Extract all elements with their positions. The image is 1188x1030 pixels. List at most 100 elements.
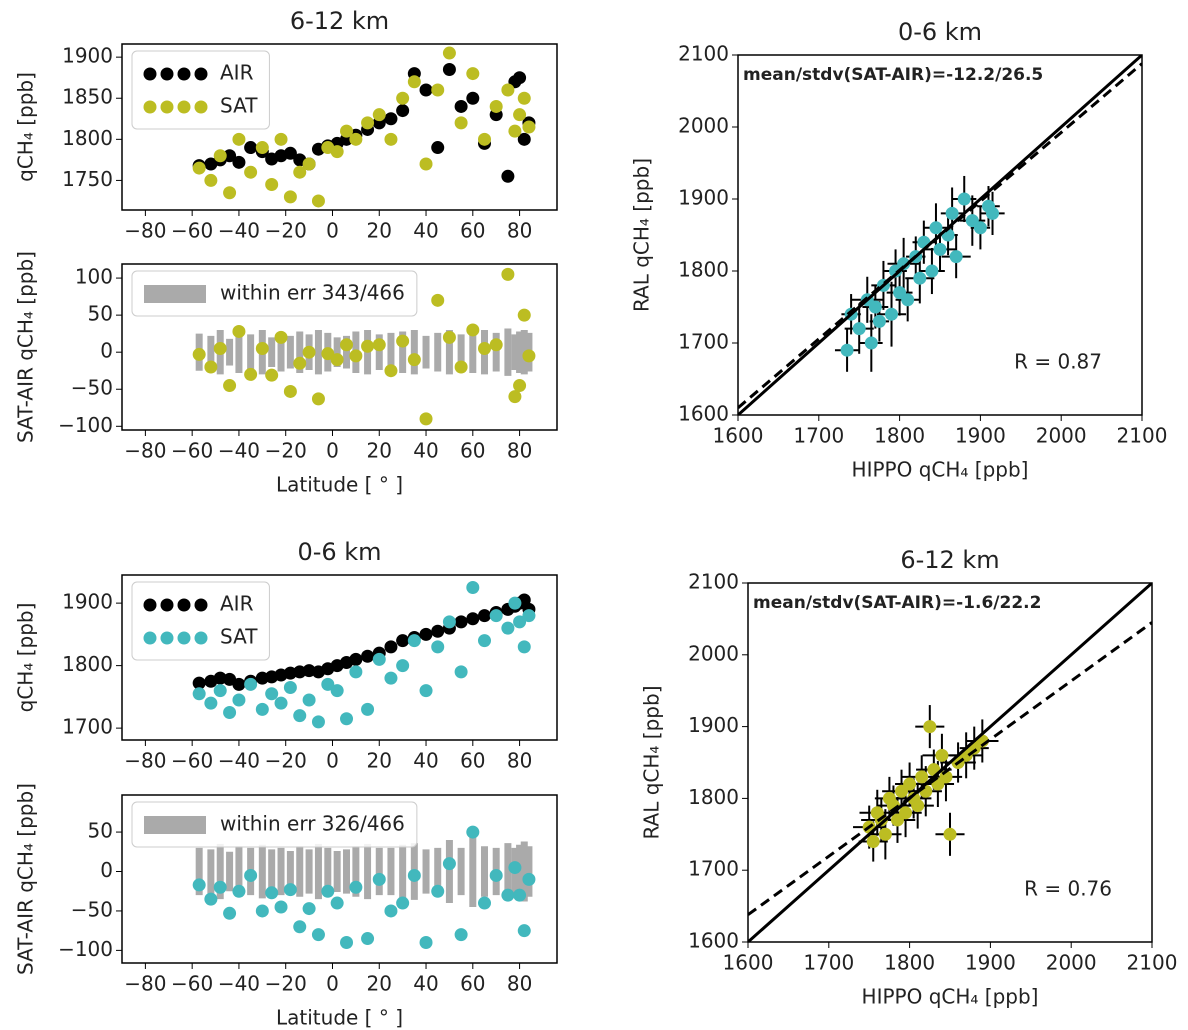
x-tick-label: −20 (265, 749, 307, 773)
point (489, 609, 503, 623)
point (929, 221, 943, 235)
panel: 0-6 km −80 −60 −40 −20 0 20 40 60 80 1700 1800 1900 q… (14, 538, 558, 773)
point (868, 300, 882, 314)
x-tick-label: 40 (413, 749, 438, 773)
point (508, 124, 522, 138)
point (501, 169, 515, 183)
point (925, 264, 939, 278)
y-axis-label: RAL qCH₄ [ppb] (640, 685, 664, 839)
point (508, 861, 522, 875)
y-axis-label: qCH₄ [ppb] (14, 72, 38, 182)
y-tick-label: 1800 (688, 785, 739, 809)
legend: within err 343/466 (131, 270, 418, 317)
point (192, 347, 206, 361)
legend-label: AIR (220, 592, 254, 616)
point (911, 799, 925, 813)
point (232, 693, 246, 707)
legend-box (131, 801, 418, 848)
x-tick-label: 80 (507, 972, 532, 996)
point (431, 624, 445, 638)
y-tick-label: 1700 (62, 715, 113, 739)
point (311, 928, 325, 942)
point (321, 677, 335, 691)
point (330, 896, 344, 910)
point (454, 615, 468, 629)
y-tick-label: 50 (88, 819, 113, 843)
point (466, 91, 480, 105)
chart-title: 0-6 km (898, 18, 982, 46)
point (330, 145, 344, 159)
x-tick-label: 20 (367, 972, 392, 996)
point (223, 706, 237, 719)
x-tick-label: 1800 (874, 424, 925, 448)
point (949, 250, 963, 264)
point (431, 141, 445, 155)
x-tick-label: 0 (326, 749, 339, 773)
point (321, 347, 335, 361)
legend-marker (177, 598, 191, 612)
point (223, 906, 237, 920)
point (384, 904, 398, 918)
x-tick-label: 60 (460, 972, 485, 996)
point (508, 390, 522, 404)
point (302, 157, 316, 171)
point (283, 146, 297, 160)
point (478, 896, 491, 910)
x-tick-label: −60 (171, 972, 213, 996)
point (232, 324, 246, 338)
point (232, 677, 246, 691)
point (396, 896, 410, 910)
chart-title: 6-12 km (900, 546, 999, 574)
x-tick-label: 40 (413, 972, 438, 996)
x-tick-label: 1600 (723, 951, 774, 975)
point (522, 120, 536, 134)
y-tick-label: 0 (100, 339, 113, 363)
point (293, 356, 307, 370)
point (872, 314, 886, 328)
x-tick-label: 1700 (793, 424, 844, 448)
legend-marker (177, 67, 191, 81)
legend: AIR SAT (131, 581, 270, 661)
point (933, 242, 947, 256)
point (204, 696, 218, 710)
y-tick-label: −100 (58, 413, 113, 437)
point (302, 693, 316, 707)
legend-label: SAT (220, 94, 258, 118)
x-tick-label: −60 (171, 749, 213, 773)
legend-marker (177, 100, 191, 114)
y-tick-label: −50 (71, 376, 113, 400)
point (866, 834, 880, 848)
y-tick-label: 100 (75, 265, 113, 289)
point (466, 612, 480, 626)
point (213, 880, 227, 894)
point (442, 857, 456, 871)
point (522, 609, 536, 623)
point (897, 257, 911, 271)
point (293, 709, 307, 723)
y-axis-label: qCH₄ [ppb] (14, 603, 38, 713)
axes-frame (121, 263, 558, 431)
point (223, 149, 237, 163)
point (283, 190, 297, 204)
y-tick-label: 1900 (678, 186, 729, 210)
x-tick-label: 2000 (1036, 424, 1087, 448)
point (407, 75, 421, 89)
plot (192, 46, 536, 208)
point (973, 221, 987, 235)
point (478, 634, 491, 648)
point (396, 634, 410, 648)
point (372, 652, 386, 666)
point (501, 83, 515, 97)
point (901, 293, 915, 307)
annotation: R = 0.87 (1014, 350, 1102, 374)
y-tick-label: 2000 (688, 641, 739, 665)
x-tick-label: 20 (367, 749, 392, 773)
panel: −80 −60 −40 −20 0 20 40 60 80 −100 −50 0 50 100 Latitu… (14, 251, 558, 497)
legend-marker (160, 631, 174, 645)
point (513, 108, 527, 122)
legend-label: within err 326/466 (220, 812, 405, 836)
legend-marker (143, 100, 157, 114)
point (361, 339, 375, 353)
x-axis-label: HIPPO qCH₄ [ppb] (862, 985, 1039, 1009)
